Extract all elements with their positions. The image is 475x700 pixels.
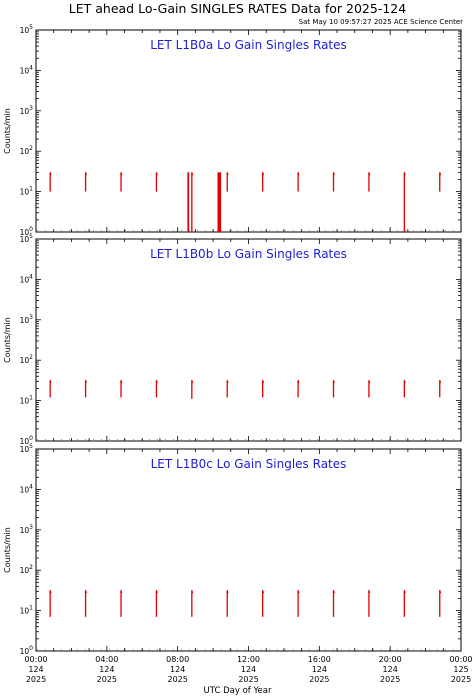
y-tick-label: 105: [20, 233, 34, 244]
generation-timestamp: Sat May 10 09:57:27 2025 ACE Science Cen…: [298, 18, 463, 26]
data-burst-cap: [155, 590, 158, 594]
x-tick-label-doy: 124: [28, 665, 43, 674]
data-burst-cap: [191, 380, 194, 384]
data-burst-cap: [262, 172, 265, 176]
y-tick-label: 105: [20, 24, 34, 35]
x-tick-label-doy: 124: [383, 665, 398, 674]
x-tick-label-year: 2025: [26, 675, 46, 684]
data-burst-cap: [226, 590, 229, 594]
data-burst-cap: [333, 380, 335, 384]
x-tick-label-time: 16:00: [308, 655, 331, 664]
y-tick-label: 103: [20, 524, 34, 535]
data-burst-cap: [297, 380, 300, 384]
x-tick-label-time: 04:00: [95, 655, 118, 664]
data-burst-cap: [120, 590, 123, 594]
y-axis-label: Counts/min: [3, 527, 12, 573]
panel-title: LET L1B0b Lo Gain Singles Rates: [150, 247, 347, 261]
x-tick-label-year: 2025: [380, 675, 400, 684]
y-axis-label: Counts/min: [3, 317, 12, 363]
x-tick-label-year: 2025: [167, 675, 187, 684]
y-tick-label: 100: [20, 226, 34, 237]
x-tick-label-year: 2025: [451, 675, 471, 684]
y-tick-label: 104: [20, 64, 34, 75]
data-burst-cap: [333, 172, 335, 176]
data-burst-cap: [403, 590, 406, 594]
data-burst-cap: [155, 172, 158, 176]
x-axis-label: UTC Day of Year: [203, 686, 272, 696]
data-burst-cap: [439, 590, 442, 594]
data-burst-cap: [85, 590, 87, 594]
panel-title: LET L1B0c Lo Gain Singles Rates: [151, 457, 347, 471]
data-burst-cap: [368, 590, 371, 594]
data-burst-cap: [439, 172, 442, 176]
x-tick-label-year: 2025: [97, 675, 117, 684]
plot-frame: [35, 29, 462, 233]
data-burst-cap: [49, 380, 52, 384]
y-axis-label: Counts/min: [3, 108, 12, 154]
x-tick-label-time: 00:00: [24, 655, 47, 664]
data-burst-cap: [226, 380, 229, 384]
data-burst-cap: [297, 172, 300, 176]
chart-panel-2: 100 101 102 103 104 105 Counts/min LET L1B0b Lo…: [3, 233, 462, 446]
y-tick-label: 104: [20, 483, 34, 494]
data-burst-cap: [120, 172, 123, 176]
x-tick-label-time: 12:00: [237, 655, 260, 664]
y-tick-label: 101: [20, 395, 34, 406]
y-tick-label: 100: [20, 645, 34, 656]
y-tick-label: 100: [20, 435, 34, 446]
data-burst-cap: [226, 172, 229, 176]
data-burst-cap: [403, 172, 406, 176]
data-burst-cap: [49, 172, 52, 176]
data-burst-cap: [191, 172, 194, 176]
plot-frame: [35, 448, 462, 652]
data-burst-cap: [368, 172, 371, 176]
y-tick-label: 102: [20, 564, 34, 575]
y-tick-label: 102: [20, 354, 34, 365]
data-burst-cap: [333, 590, 335, 594]
data-burst-cap: [120, 380, 123, 384]
y-tick-label: 103: [20, 105, 34, 116]
x-tick-label-doy: 124: [312, 665, 327, 674]
x-tick-label-doy: 124: [99, 665, 114, 674]
y-tick-label: 105: [20, 443, 34, 454]
x-tick-label-doy: 124: [170, 665, 185, 674]
panel-title: LET L1B0a Lo Gain Singles Rates: [150, 38, 347, 52]
data-burst-cap: [85, 380, 87, 384]
data-dropout: [187, 172, 190, 232]
plot-frame: [35, 238, 462, 442]
y-tick-label: 101: [20, 605, 34, 616]
data-burst-cap: [155, 380, 158, 384]
x-tick-label-doy: 125: [453, 665, 468, 674]
x-tick-label-time: 20:00: [379, 655, 402, 664]
data-burst-cap: [403, 380, 406, 384]
x-tick-label-time: 08:00: [166, 655, 189, 664]
x-tick-label-time: 00:00: [449, 655, 472, 664]
x-tick-label-year: 2025: [238, 675, 258, 684]
data-burst-cap: [49, 590, 52, 594]
y-tick-label: 103: [20, 314, 34, 325]
chart-panel-1: 100 101 102 103 104 105 Counts/min LET L1B0a Lo…: [3, 24, 462, 237]
data-dropout: [217, 172, 222, 232]
data-burst-cap: [439, 380, 442, 384]
chart-panel-3: 100 101 102 103 104 105 Counts/min LET L1B0c Lo…: [3, 443, 462, 656]
page-title: LET ahead Lo-Gain SINGLES RATES Data for…: [68, 1, 407, 16]
data-burst-cap: [262, 380, 265, 384]
data-burst-cap: [191, 590, 194, 594]
data-burst-cap: [297, 590, 300, 594]
y-tick-label: 101: [20, 186, 34, 197]
y-tick-label: 104: [20, 273, 34, 284]
y-tick-label: 102: [20, 145, 34, 156]
x-tick-label-doy: 124: [241, 665, 256, 674]
data-burst-cap: [262, 590, 265, 594]
x-tick-label-year: 2025: [309, 675, 329, 684]
data-burst-cap: [368, 380, 371, 384]
data-burst-cap: [85, 172, 87, 176]
